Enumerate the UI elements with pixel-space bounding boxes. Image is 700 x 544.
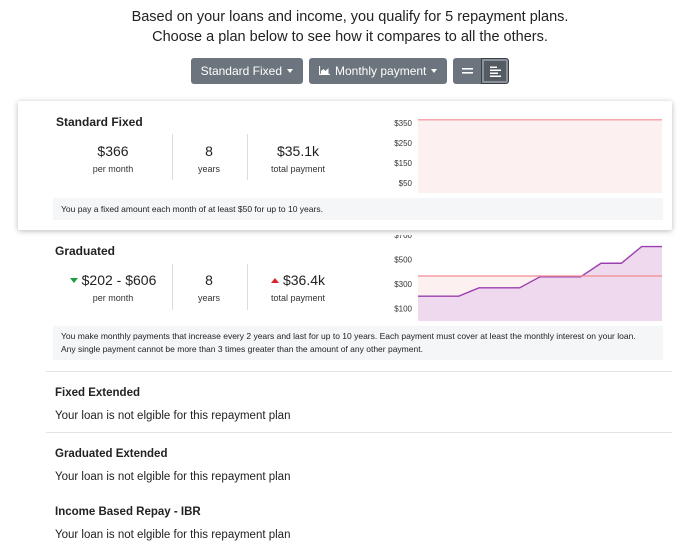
series-line [418,245,662,297]
detail-view-button[interactable] [481,58,510,84]
total-payment-value: $36.4k [282,272,326,288]
intro-line-1: Based on your loans and income, you qual… [131,9,569,25]
ineligible-message: Your loan is not elgible for this repaym… [55,529,291,541]
intro-line-2: Choose a plan below to see how it compar… [152,29,548,45]
total-payment-value: $35.1k [276,143,320,159]
metric-dropdown[interactable]: Monthly payment [309,58,448,84]
y-tick-label: $500 [394,256,412,265]
equals-icon [461,68,473,74]
years-label: years [197,164,220,174]
caret-down-icon [431,69,438,73]
plan-row-income-based-repay[interactable]: Income Based Repay - IBR Your loan is no… [46,492,672,544]
plan-title: Income Based Repay - IBR [55,506,201,518]
divider [247,264,248,310]
intro-text: Based on your loans and income, you qual… [0,7,700,47]
monthly-payment-label: per month [92,164,134,174]
plan-title: Fixed Extended [55,387,140,399]
y-tick-label: $150 [394,159,412,168]
ineligible-message: Your loan is not elgible for this repaym… [55,410,291,422]
total-payment-label: total payment [270,164,326,174]
metric-dropdown-label: Monthly payment [335,64,427,78]
y-tick-label: $50 [399,179,413,188]
compact-view-button[interactable] [453,58,482,84]
plan-dropdown-label: Standard Fixed [200,64,282,78]
plan-card-standard-fixed[interactable]: Standard Fixed $366 per month 8 years $3… [18,101,672,230]
ineligible-message: Your loan is not elgible for this repaym… [55,471,291,483]
view-toggle [453,58,510,84]
plan-row-graduated-extended[interactable]: Graduated Extended Your loan is not elgi… [46,432,672,492]
plan-description-line-1: You make monthly payments that increase … [61,331,636,341]
plan-description: You make monthly payments that increase … [53,326,663,360]
total-payment-stat: $36.4k total payment [252,272,344,303]
total-payment-stat: $35.1k total payment [254,143,342,174]
plan-description: You pay a fixed amount each month of at … [53,198,663,220]
years-value: 8 [205,143,213,159]
divider [247,134,248,180]
total-payment-label: total payment [270,293,326,303]
years-stat: 8 years [180,272,238,303]
align-left-icon [489,66,501,77]
years-value: 8 [205,272,213,288]
plan-card-graduated[interactable]: Graduated $202 - $606 per month 8 years … [18,232,672,368]
y-tick-label: $350 [394,119,412,128]
plan-row-fixed-extended[interactable]: Fixed Extended Your loan is not elgible … [46,371,672,432]
plan-dropdown[interactable]: Standard Fixed [190,58,303,84]
divider [172,264,173,310]
monthly-payment-value: $366 [97,143,129,159]
monthly-payment-value: $202 - $606 [81,272,157,288]
years-stat: 8 years [180,143,238,174]
decrease-arrow-icon [69,278,78,283]
y-tick-label: $250 [394,139,412,148]
monthly-payment-stat: $366 per month [68,143,158,174]
y-tick-label: $700 [394,235,412,240]
graduated-payment-chart: $700 $500 $300 $100 [394,235,662,321]
plan-description-line-2: Any single payment cannot be more than 3… [61,344,423,354]
monthly-payment-label: per month [92,293,134,303]
standard-fixed-payment-chart: $350 $250 $150 $50 [394,119,662,193]
plan-title: Graduated Extended [55,448,168,460]
caret-down-icon [287,69,293,73]
years-label: years [197,293,220,303]
y-tick-label: $300 [394,280,412,289]
plan-title: Graduated [55,244,116,258]
monthly-payment-stat: $202 - $606 per month [58,272,168,303]
toolbar: Standard Fixed Monthly payment [0,58,700,84]
increase-arrow-icon [270,278,279,283]
reference-area [418,119,662,193]
divider [172,134,173,180]
series-area [418,246,662,321]
area-chart-icon [318,64,330,78]
plan-title: Standard Fixed [56,115,143,129]
y-tick-label: $100 [394,305,412,314]
